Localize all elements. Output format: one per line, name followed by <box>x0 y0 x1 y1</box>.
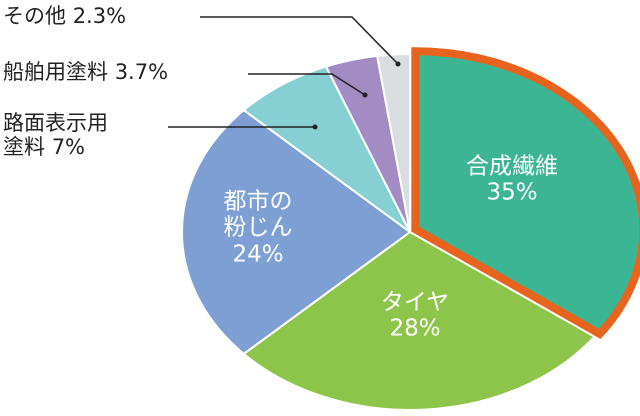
slice-label: 船舶用塗料 3.7% <box>3 60 168 84</box>
leader-line <box>248 73 366 96</box>
category-label: 都市の 粉じん <box>223 188 293 241</box>
category-label: 合成繊維 <box>466 153 558 180</box>
slice-label: タイヤ 28% <box>381 290 449 343</box>
value-label: 24% <box>232 241 284 268</box>
value-label: 7% <box>51 135 86 160</box>
slice-label: 路面表示用 塗料 7% <box>3 111 108 159</box>
pie-slice <box>411 47 640 339</box>
category-label: タイヤ <box>380 289 450 316</box>
pie-slice <box>375 52 411 233</box>
leader-dot <box>362 92 368 98</box>
pie-slice <box>242 230 597 411</box>
slice-label: その他 2.3% <box>3 4 126 28</box>
slice-label: 合成繊維 35% <box>466 154 558 207</box>
pie-slice <box>181 108 412 356</box>
value-label: 35% <box>486 180 538 206</box>
value-label: 28% <box>389 316 441 342</box>
value-label: 3.7% <box>114 60 169 84</box>
category-label: その他 <box>3 4 66 28</box>
leader-dot <box>395 61 401 67</box>
category-label: 路面表示用 塗料 <box>3 111 108 160</box>
leader-line <box>200 16 399 65</box>
value-label: 2.3% <box>72 4 127 28</box>
slice-label: 都市の 粉じん 24% <box>224 188 293 267</box>
leader-dot <box>312 124 318 130</box>
category-label: 船舶用塗料 <box>3 60 108 84</box>
